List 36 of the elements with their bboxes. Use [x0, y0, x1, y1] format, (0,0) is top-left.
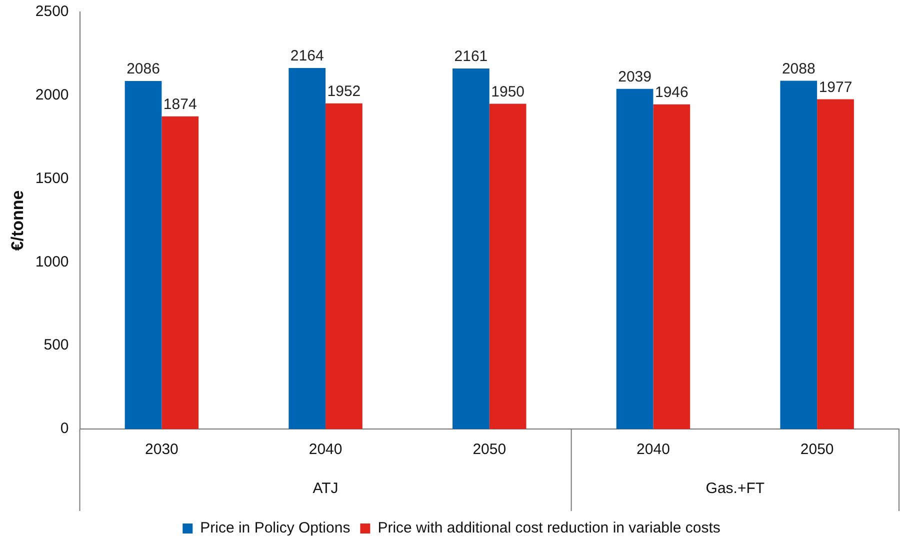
bar [817, 99, 854, 429]
data-label: 1874 [163, 96, 197, 114]
data-label: 1952 [327, 83, 361, 100]
bar [162, 116, 199, 429]
text: Gas.+FT [706, 480, 765, 498]
y-tick-label: 1000 [35, 253, 69, 270]
y-axis-title: €/tonne [8, 190, 27, 251]
data-label: 2086 [126, 60, 160, 78]
y-tick-label: 0 [60, 420, 69, 438]
bar [780, 80, 818, 429]
data-label: 1977 [818, 78, 852, 96]
bar [489, 104, 526, 429]
bar [288, 68, 326, 429]
bar [124, 81, 162, 429]
data-label: 2164 [290, 48, 324, 65]
legend-label: Price in Policy Options [200, 520, 350, 537]
y-tick-label: 500 [44, 336, 69, 354]
data-label: 1950 [491, 83, 525, 100]
bar [326, 103, 362, 429]
text: ATJ [312, 480, 338, 498]
legend-label: Price with additional cost reduction in variable costs [378, 520, 720, 537]
y-tick-label: 2500 [35, 3, 69, 20]
y-tick-label: 1500 [35, 170, 69, 187]
bar [452, 68, 490, 429]
bar [653, 104, 690, 429]
y-tick-label: 2000 [35, 86, 69, 104]
data-label: 1946 [654, 84, 688, 102]
x-tick-label: 2050 [800, 441, 834, 458]
data-label: 2161 [454, 48, 488, 66]
bar [616, 88, 654, 429]
x-tick-label: 2040 [308, 441, 342, 458]
data-label: 2088 [782, 60, 816, 78]
x-tick-label: 2050 [472, 441, 506, 458]
x-tick-label: 2040 [636, 441, 670, 458]
data-label: 2039 [618, 68, 652, 86]
x-tick-label: 2030 [145, 441, 178, 458]
